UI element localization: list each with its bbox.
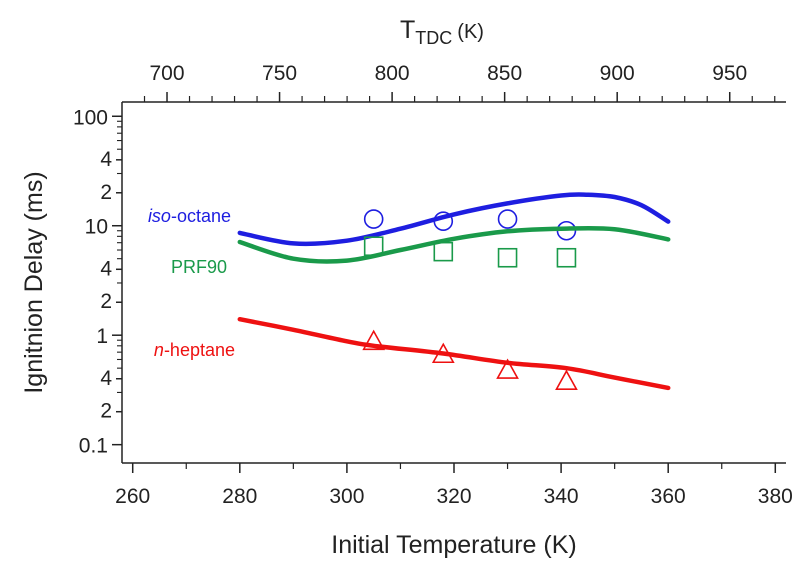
top-tick-label: 750	[262, 62, 297, 85]
iso-octane-marker	[497, 209, 518, 229]
iso-octane-line	[237, 192, 671, 247]
iso-octane-marker	[363, 209, 384, 229]
y-tick-label: 4	[100, 257, 112, 280]
n-heptane-marker	[555, 369, 578, 390]
series-group	[237, 192, 671, 391]
x-tick-label: 300	[329, 485, 364, 508]
prf90-marker	[556, 247, 577, 268]
top-tick-label: 950	[712, 62, 747, 85]
top-axis-title-main: T	[400, 16, 415, 44]
axes-group: 260 280 300 320 340 360 380 Initial Temperature…	[20, 16, 793, 559]
y-tick-label: 4	[100, 367, 112, 390]
y-axis-title: Ignitnion Delay (ms)	[20, 171, 48, 393]
n-heptane-marker	[496, 358, 519, 379]
x-tick-label: 360	[651, 485, 686, 508]
top-tick-label: 800	[375, 62, 410, 85]
x-tick-label: 380	[758, 485, 793, 508]
top-tick-label: 850	[487, 62, 522, 85]
y-tick-label: 2	[100, 290, 112, 313]
prf90-label: PRF90	[171, 257, 227, 277]
y-tick-label: 100	[73, 106, 108, 129]
n-heptane-label-prefix: n	[154, 340, 164, 360]
top-axis-title-subscript: TDC	[415, 28, 452, 48]
x-tick-label: 320	[436, 485, 471, 508]
iso-octane-label-prefix: iso	[148, 206, 171, 226]
top-axis-title: TTDC (K)	[400, 16, 484, 48]
prf90-marker	[497, 247, 518, 268]
n-heptane-label: n-heptane	[154, 340, 235, 360]
n-heptane-line	[237, 316, 671, 391]
top-tick-label: 900	[600, 62, 635, 85]
prf90-marker	[433, 241, 454, 262]
n-heptane-marker	[362, 329, 386, 351]
y-tick-label: 10	[85, 216, 108, 239]
x-tick-label: 340	[544, 485, 579, 508]
x-tick-label: 280	[222, 485, 257, 508]
iso-octane-label-suffix: -octane	[171, 206, 231, 226]
y-tick-label: 2	[100, 400, 112, 423]
x-tick-label: 260	[115, 485, 150, 508]
n-heptane-marker	[431, 342, 455, 364]
prf90-marker	[363, 236, 384, 257]
y-tick-label: 1	[96, 325, 108, 348]
x-axis-title: Initial Temperature (K)	[331, 531, 576, 559]
top-axis-title-unit: (K)	[457, 21, 484, 43]
y-tick-label: 0.1	[79, 435, 108, 458]
y-tick-label: 2	[100, 181, 112, 204]
y-tick-label: 4	[100, 148, 112, 171]
n-heptane-label-suffix: -heptane	[164, 340, 235, 360]
labels-group: iso-octane PRF90 n-heptane	[148, 206, 235, 360]
iso-octane-marker	[433, 211, 454, 232]
prf90-line	[237, 225, 671, 264]
top-tick-label: 700	[149, 62, 184, 85]
iso-octane-label: iso-octane	[148, 206, 231, 226]
